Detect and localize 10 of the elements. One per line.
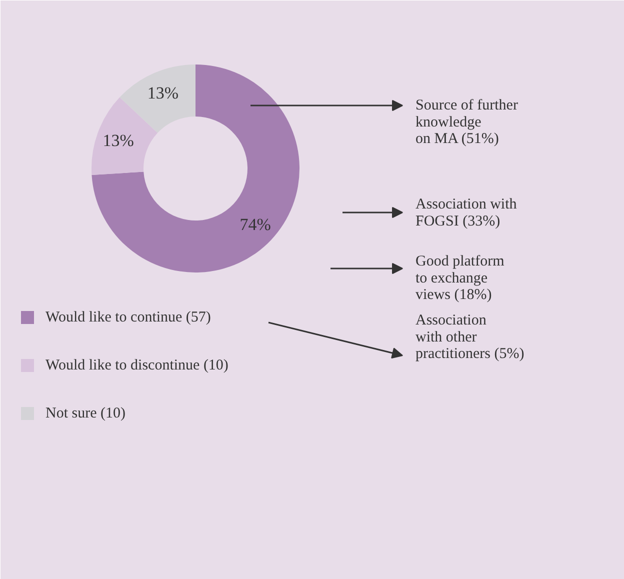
data-label: 13% [147,84,179,103]
data-label: 74% [240,215,271,234]
legend-label: Not sure (10) [46,406,126,422]
text: Association with other practitioners (5%) [416,312,524,362]
text: Association with FOGSI (33%) [416,196,518,230]
source-note: Source of further knowledge on MA (51%) [416,98,518,148]
text: Good platform to exchange views (18%) [416,254,505,304]
data-label: 13% [102,131,134,150]
legend-label: Would like to continue (57) [46,310,211,326]
legend-label: Would like to discontinue (10) [46,358,228,374]
